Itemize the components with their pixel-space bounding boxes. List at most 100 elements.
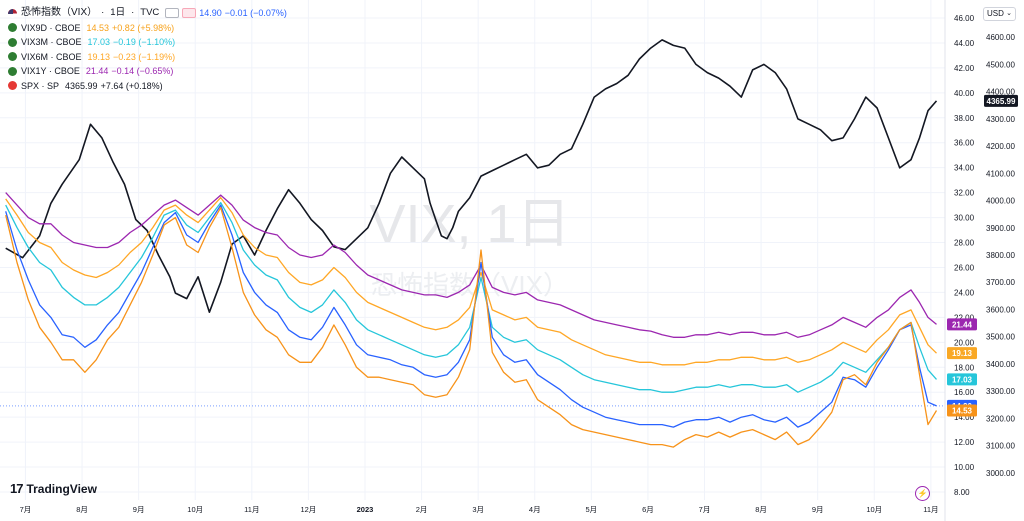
compare-toggle-icon[interactable]: [182, 8, 197, 19]
y-tick-vix: 16.00: [954, 388, 975, 397]
y-tick-vix: 22.00: [954, 313, 975, 322]
y-axis-spx[interactable]: 3000.00 3100.00 3200.00 3300.00 3400.00 3500.…: [986, 33, 1015, 478]
legend-main-change: −0.01 (−0.07%): [224, 8, 287, 19]
legend-row-change: +0.82 (+5.98%): [112, 22, 175, 33]
legend-row[interactable]: VIX3M · CBOE 17.03 −0.19 (−1.10%): [8, 35, 290, 50]
legend-main-title: 恐怖指数（VIX）: [21, 7, 98, 19]
legend-main-interval: 1日: [110, 7, 126, 19]
y-tick-spx: 3800.00: [986, 251, 1015, 260]
legend-row-name: VIX1Y · CBOE: [21, 66, 80, 77]
y-tick-vix: 32.00: [954, 189, 975, 198]
watermark: VIX, 1日 恐怖指数（VIX）: [369, 194, 570, 300]
price-tag-bg: [947, 318, 977, 331]
legend-row-name: SPX · SP: [21, 80, 60, 91]
series-line-vix1y[interactable]: [5, 192, 937, 338]
chevron-down-icon: ⌄: [1006, 10, 1012, 17]
cboe-badge-icon: [8, 37, 17, 47]
legend-row-change: −0.19 (−1.10%): [113, 37, 176, 48]
y-tick-spx: 3200.00: [986, 414, 1015, 423]
x-tick: 10月: [866, 505, 882, 514]
y-tick-vix: 30.00: [954, 214, 975, 223]
legend-row[interactable]: VIX9D · CBOE 14.53 +0.82 (+5.98%): [8, 21, 290, 36]
cboe-badge-icon: [8, 52, 17, 62]
legend-rows: VIX9D · CBOE 14.53 +0.82 (+5.98%) VIX3M · C…: [8, 21, 290, 94]
series-line-spx[interactable]: [5, 39, 938, 313]
x-tick: 9月: [812, 505, 824, 514]
legend-row[interactable]: VIX6M · CBOE 19.13 −0.23 (−1.19%): [8, 50, 290, 65]
y-tick-vix: 42.00: [954, 64, 975, 73]
y-tick-vix: 10.00: [954, 463, 975, 472]
legend-row[interactable]: SPX · SP 4365.99 +7.64 (+0.18%): [8, 79, 290, 94]
y-tick-vix: 36.00: [954, 139, 975, 148]
x-tick: 11月: [923, 505, 938, 514]
price-tag-bg: [984, 94, 1018, 107]
legend-row-change: +7.64 (+0.18%): [100, 80, 163, 91]
legend-main-dot2: ·: [131, 7, 135, 19]
y-tick-spx: 4600.00: [986, 33, 1015, 42]
legend-row-name: VIX6M · CBOE: [21, 51, 82, 62]
x-tick: 6月: [642, 505, 654, 514]
x-tick: 4月: [529, 505, 541, 514]
y-tick-vix: 46.00: [954, 14, 975, 23]
x-tick: 7月: [699, 505, 711, 514]
cboe-badge-icon: [8, 66, 17, 76]
y-tick-spx: 4500.00: [986, 60, 1015, 69]
currency-selector[interactable]: USD ⌄: [983, 7, 1016, 21]
series-line-vix6m[interactable]: [5, 196, 937, 366]
legend-row-change: −0.23 (−1.19%): [113, 51, 176, 62]
currency-label: USD: [987, 9, 1004, 18]
legend-row-value: 17.03: [87, 37, 111, 48]
y-tick-spx: 4100.00: [986, 169, 1015, 178]
series-line-vix9d[interactable]: [5, 206, 938, 448]
y-tick-spx: 3400.00: [986, 360, 1015, 369]
y-tick-vix: 14.00: [954, 413, 975, 422]
legend-row-value: 14.53: [86, 22, 110, 33]
y-tick-spx: 3100.00: [986, 442, 1015, 451]
price-tag: 17.03: [947, 373, 977, 386]
y-tick-spx: 3500.00: [986, 333, 1015, 342]
legend-main[interactable]: 恐怖指数（VIX） · 1日 · TVC 14.90 −0.01 (−0.07%…: [8, 6, 290, 21]
price-tag: 4365.99: [984, 94, 1018, 107]
price-tag: 14.53: [947, 404, 977, 417]
y-tick-vix: 8.00: [954, 488, 970, 497]
x-tick: 8月: [755, 505, 767, 514]
y-tick-vix: 38.00: [954, 114, 975, 123]
y-tick-spx: 3600.00: [986, 305, 1015, 314]
y-tick-spx: 3700.00: [986, 278, 1015, 287]
price-tag-label: 21.44: [952, 320, 973, 329]
legend-row-value: 21.44: [85, 66, 109, 77]
eye-toggle-icon[interactable]: [165, 8, 180, 19]
legend: 恐怖指数（VIX） · 1日 · TVC 14.90 −0.01 (−0.07%…: [8, 6, 290, 93]
legend-row-value: 4365.99: [65, 80, 98, 91]
legend-row-value: 19.13: [87, 51, 111, 62]
lightning-icon[interactable]: ⚡: [915, 486, 930, 501]
y-tick-spx: 3300.00: [986, 387, 1015, 396]
y-tick-spx: 4000.00: [986, 197, 1015, 206]
y-axis-vix[interactable]: 8.0010.0012.0014.0016.0018.0020.0022.002…: [954, 14, 975, 497]
y-tick-vix: 20.00: [954, 338, 975, 347]
x-tick: 3月: [472, 505, 484, 514]
x-tick: 7月: [20, 505, 32, 514]
price-tag: 19.13: [947, 347, 977, 360]
y-tick-vix: 18.00: [954, 363, 975, 372]
legend-row[interactable]: VIX1Y · CBOE 21.44 −0.14 (−0.65%): [8, 64, 290, 79]
us-flag-icon: [8, 8, 17, 18]
x-axis[interactable]: 7月 8月 9月 10月 11月 12月 2023 2月 3月 4月 5月 6月 7月 8月 9月 10月 11…: [20, 505, 939, 514]
y-tick-vix: 34.00: [954, 164, 975, 173]
x-tick: 8月: [76, 505, 88, 514]
price-tag-label: 17.03: [952, 375, 973, 384]
price-tag-bg: [947, 347, 977, 360]
x-tick: 2月: [416, 505, 428, 514]
price-tag-bg: [947, 373, 977, 386]
y-tick-spx: 4300.00: [986, 115, 1015, 124]
price-tag-bg: [947, 404, 977, 417]
x-tick: 11月: [244, 505, 259, 514]
legend-row-change: −0.14 (−0.65%): [111, 66, 174, 77]
legend-main-dot1: ·: [101, 7, 105, 19]
x-tick: 12月: [300, 505, 316, 514]
x-tick: 10月: [187, 505, 203, 514]
y-tick-spx: 3900.00: [986, 224, 1015, 233]
